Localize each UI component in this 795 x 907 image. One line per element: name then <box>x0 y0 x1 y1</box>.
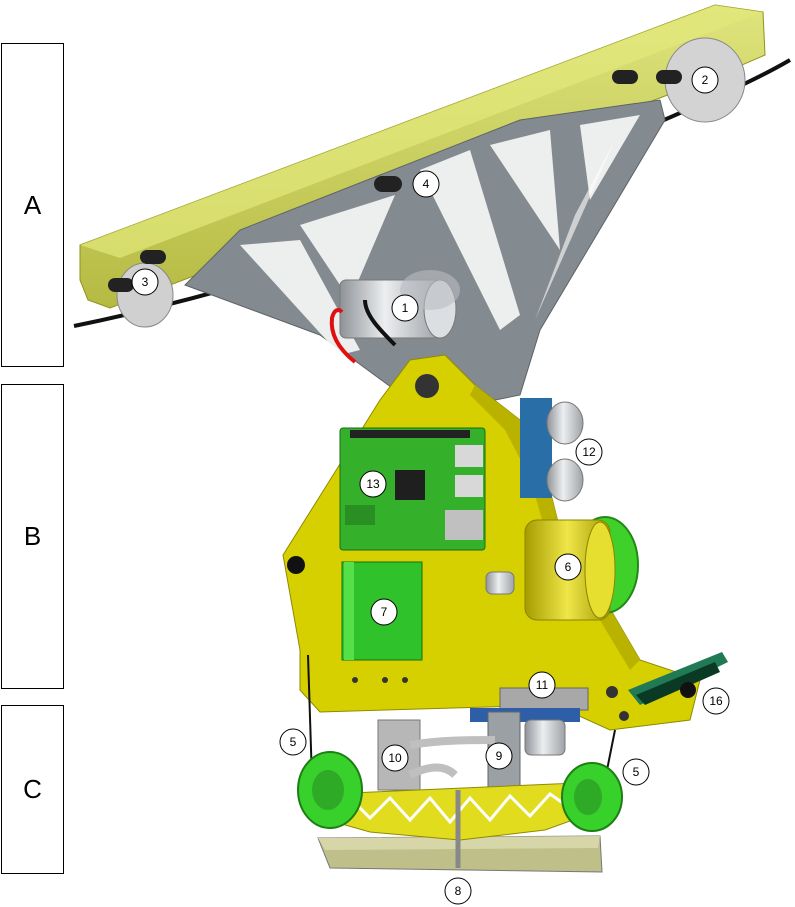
callout-6: 6 <box>554 553 582 581</box>
svg-text:10: 10 <box>388 751 402 765</box>
callout-4: 4 <box>412 170 440 198</box>
svg-text:4: 4 <box>423 177 430 191</box>
callout-8: 8 <box>444 877 472 905</box>
svg-text:2: 2 <box>702 73 709 87</box>
callout-12: 12 <box>575 438 603 466</box>
svg-text:11: 11 <box>536 678 549 692</box>
callout-16: 16 <box>702 687 730 715</box>
pin <box>108 278 134 292</box>
section-label-b: B <box>1 384 64 689</box>
section-label-c: C <box>1 705 64 874</box>
callout-3: 3 <box>131 268 159 296</box>
svg-text:8: 8 <box>455 884 462 898</box>
gear-motor <box>524 516 639 621</box>
pin <box>656 70 682 84</box>
lattice-beam <box>304 781 601 841</box>
ultrasonic-sensor <box>520 398 584 502</box>
pin <box>140 250 166 264</box>
camera-module <box>628 652 728 705</box>
callout-10: 10 <box>381 744 409 772</box>
svg-text:3: 3 <box>142 275 149 289</box>
callout-13: 13 <box>359 470 387 498</box>
svg-text:13: 13 <box>366 477 380 491</box>
wheel-left <box>297 751 363 829</box>
callout-5-left: 5 <box>279 728 307 756</box>
pin <box>374 176 402 192</box>
svg-text:12: 12 <box>582 445 596 459</box>
svg-text:1: 1 <box>402 301 409 315</box>
svg-text:5: 5 <box>290 735 297 749</box>
callout-7: 7 <box>370 598 398 626</box>
wheel-right <box>561 762 623 832</box>
truss-frame <box>184 99 666 406</box>
svg-text:9: 9 <box>496 749 503 763</box>
callout-1: 1 <box>391 294 419 322</box>
callout-2: 2 <box>691 66 719 94</box>
svg-text:16: 16 <box>709 694 723 708</box>
section-label-a: A <box>1 43 64 367</box>
pin <box>612 70 638 84</box>
callout-9: 9 <box>485 742 513 770</box>
red-wire <box>329 308 357 364</box>
svg-text:5: 5 <box>633 765 640 779</box>
callout-5-right: 5 <box>622 758 650 786</box>
controller-board <box>339 427 486 551</box>
shaft-stub <box>485 571 515 595</box>
svg-text:7: 7 <box>381 605 388 619</box>
svg-text:6: 6 <box>565 560 572 574</box>
callout-11: 11 <box>528 671 556 699</box>
black-wire <box>363 299 397 347</box>
cylinder-motor <box>339 270 460 339</box>
